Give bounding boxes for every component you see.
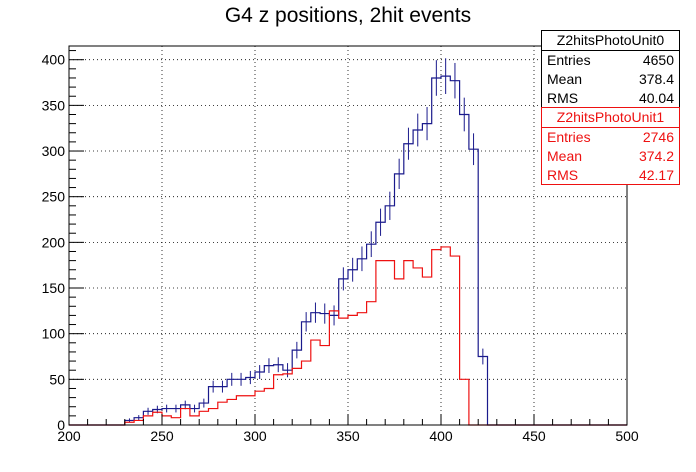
stats-label: Mean: [547, 71, 583, 87]
x-tick-label: 200: [57, 428, 81, 444]
y-tick-label: 150: [42, 280, 66, 296]
stats-label: RMS: [547, 90, 579, 106]
y-tick-label: 400: [42, 52, 66, 68]
stats-row-rms: RMS 42.17: [542, 166, 679, 185]
x-tick-label: 350: [336, 428, 360, 444]
x-tick-label: 250: [150, 428, 174, 444]
stats-value: 374.2: [638, 148, 674, 164]
stats-label: RMS: [547, 167, 579, 183]
y-tick-label: 350: [42, 97, 66, 113]
y-tick-label: 250: [42, 189, 66, 205]
stats-value: 2746: [642, 129, 674, 145]
stats-label: Mean: [547, 148, 583, 164]
histogram-series-1: [69, 246, 627, 426]
histogram-series-0: [69, 75, 627, 426]
stats-label: Entries: [547, 52, 591, 68]
stats-box-unit0: Z2hitsPhotoUnit0 Entries 4650 Mean 378.4…: [541, 30, 680, 109]
y-tick-label: 300: [42, 143, 66, 159]
x-tick-label: 450: [522, 428, 546, 444]
stats-title: Z2hitsPhotoUnit0: [542, 31, 679, 51]
stats-box-unit1: Z2hitsPhotoUnit1 Entries 2746 Mean 374.2…: [541, 107, 680, 185]
chart-title: G4 z positions, 2hit events: [224, 4, 472, 27]
stats-value: 40.04: [638, 90, 674, 106]
y-tick-label: 200: [42, 234, 66, 250]
stats-row-rms: RMS 40.04: [542, 89, 679, 108]
stats-row-entries: Entries 4650: [542, 51, 679, 70]
x-tick-label: 400: [429, 428, 453, 444]
x-tick-label: 300: [243, 428, 267, 444]
stats-value: 4650: [642, 52, 674, 68]
stats-value: 42.17: [638, 167, 674, 183]
stats-row-mean: Mean 378.4: [542, 70, 679, 89]
x-tick-label: 500: [615, 428, 639, 444]
y-tick-label: 50: [49, 371, 65, 387]
y-tick-label: 100: [42, 326, 66, 342]
stats-row-mean: Mean 374.2: [542, 147, 679, 166]
stats-row-entries: Entries 2746: [542, 128, 679, 147]
y-tick-label: 0: [57, 417, 65, 433]
stats-label: Entries: [547, 129, 591, 145]
stats-title: Z2hitsPhotoUnit1: [542, 108, 679, 128]
stats-value: 378.4: [638, 71, 674, 87]
